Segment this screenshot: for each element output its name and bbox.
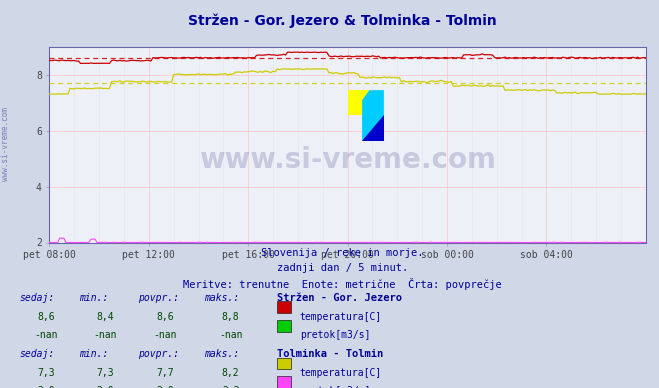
Text: min.:: min.:: [79, 349, 109, 359]
Text: Meritve: trenutne  Enote: metrične  Črta: povprečje: Meritve: trenutne Enote: metrične Črta: …: [183, 278, 502, 290]
Text: Slovenija / reke in morje.: Slovenija / reke in morje.: [262, 248, 424, 258]
Text: -nan: -nan: [34, 330, 58, 340]
Text: 8,2: 8,2: [222, 368, 239, 378]
Text: sedaj:: sedaj:: [20, 349, 55, 359]
Text: temperatura[C]: temperatura[C]: [300, 312, 382, 322]
Text: 8,6: 8,6: [38, 312, 55, 322]
Polygon shape: [362, 90, 384, 140]
Text: pretok[m3/s]: pretok[m3/s]: [300, 330, 370, 340]
Text: 7,7: 7,7: [156, 368, 173, 378]
Text: 2,0: 2,0: [97, 386, 114, 388]
Text: sedaj:: sedaj:: [20, 293, 55, 303]
Text: 2,0: 2,0: [156, 386, 173, 388]
Text: Stržen - Gor. Jezero: Stržen - Gor. Jezero: [277, 293, 402, 303]
Text: Tolminka - Tolmin: Tolminka - Tolmin: [277, 349, 383, 359]
Text: zadnji dan / 5 minut.: zadnji dan / 5 minut.: [277, 263, 409, 273]
Text: 2,0: 2,0: [38, 386, 55, 388]
Text: maks.:: maks.:: [204, 349, 239, 359]
Text: 8,8: 8,8: [222, 312, 239, 322]
Text: maks.:: maks.:: [204, 293, 239, 303]
Text: 2,2: 2,2: [222, 386, 239, 388]
Polygon shape: [362, 115, 384, 140]
Text: www.si-vreme.com: www.si-vreme.com: [1, 107, 10, 180]
Text: www.si-vreme.com: www.si-vreme.com: [199, 146, 496, 174]
Text: 7,3: 7,3: [97, 368, 114, 378]
Text: -nan: -nan: [153, 330, 177, 340]
Text: 8,6: 8,6: [156, 312, 173, 322]
Text: povpr.:: povpr.:: [138, 349, 179, 359]
Polygon shape: [348, 90, 369, 115]
Text: -nan: -nan: [94, 330, 117, 340]
Text: Stržen - Gor. Jezero & Tolminka - Tolmin: Stržen - Gor. Jezero & Tolminka - Tolmin: [188, 14, 497, 28]
Text: 8,4: 8,4: [97, 312, 114, 322]
Text: povpr.:: povpr.:: [138, 293, 179, 303]
Text: min.:: min.:: [79, 293, 109, 303]
Text: pretok[m3/s]: pretok[m3/s]: [300, 386, 370, 388]
Text: 7,3: 7,3: [38, 368, 55, 378]
Text: temperatura[C]: temperatura[C]: [300, 368, 382, 378]
Text: -nan: -nan: [219, 330, 243, 340]
